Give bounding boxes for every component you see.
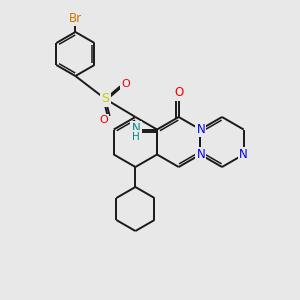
Text: N: N <box>196 123 205 136</box>
Text: O: O <box>174 86 183 100</box>
Text: Br: Br <box>69 11 82 25</box>
Text: O: O <box>99 115 108 125</box>
Text: S: S <box>101 92 110 106</box>
Text: N: N <box>196 148 205 161</box>
Text: N: N <box>239 148 248 161</box>
Text: N: N <box>132 122 140 135</box>
Text: O: O <box>121 79 130 89</box>
Text: H: H <box>132 131 140 142</box>
